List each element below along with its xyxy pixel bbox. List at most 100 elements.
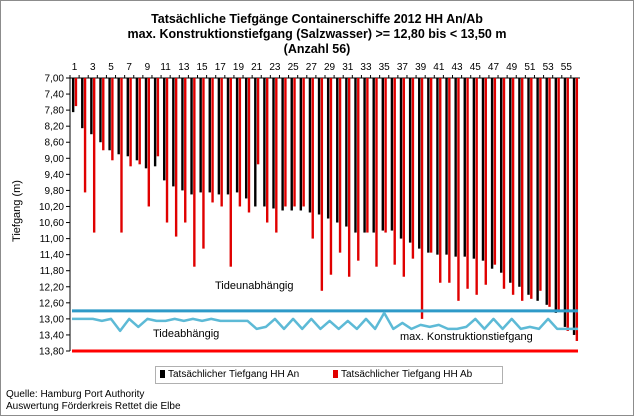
bar-ab [548,78,551,307]
x-tick-label: 41 [433,62,445,73]
bar-an [190,78,193,195]
bar-ab [311,78,314,239]
bar-ab [247,78,251,213]
bar-an [71,78,75,113]
bar-ab [293,78,296,207]
bar-an [117,78,120,155]
bar-an [226,78,230,195]
x-tick-label: 45 [470,62,482,73]
bar-ab [174,78,178,237]
legend-item-ab: Tatsächlicher Tiefgang HH Ab [333,369,472,380]
y-tick-label: 9,80 [45,186,65,197]
bar-ab [384,78,387,233]
x-tick-label: 27 [306,62,318,73]
bar-ab [521,78,524,301]
bar-ab [202,78,205,249]
y-tick-label: 10,20 [39,202,64,213]
x-tick-label: 43 [451,62,463,73]
bar-an [509,78,512,283]
bar-ab [275,78,278,233]
bar-ab [566,78,569,331]
bar-ab [338,78,342,253]
bar-ab [357,78,360,261]
x-tick-label: 53 [543,62,555,73]
bar-an [153,78,157,167]
y-tick-label: 11,00 [40,234,65,245]
bar-ab [375,78,378,267]
y-tick-label: 12,60 [39,298,64,309]
bar-ab [129,78,132,167]
y-tick-label: 7,00 [45,74,65,85]
bar-an [244,78,248,199]
bar-an [326,78,330,219]
bar-ab [138,78,141,165]
bar-ab [484,78,487,285]
bar-an [454,78,457,257]
bar-ab [156,78,160,157]
bar-an [90,78,93,135]
legend: Tatsächlicher Tiefgang HH An Tatsächlich… [155,366,503,384]
bar-an [217,78,221,195]
x-tick-label: 37 [397,62,409,73]
y-tick-label: 7,40 [45,90,65,101]
x-tick-label: 13 [178,62,190,73]
x-tick-label: 15 [196,62,208,73]
bar-ab [266,78,269,223]
bar-an [299,78,303,211]
chart-title: Tatsächliche Tiefgänge Containerschiffe … [151,12,483,26]
bar-an [354,78,357,233]
bar-an [254,78,257,207]
footer-analysis: Auswertung Förderkreis Rettet die Elbe [6,401,181,412]
bar-an [390,78,394,231]
bar-an [199,78,202,193]
bar-ab [74,78,78,107]
bar-ab [466,78,469,289]
bar-an [281,78,284,211]
y-tick-label: 7,80 [45,106,65,117]
bar-an [372,78,375,233]
bar-an [81,78,84,129]
legend-swatch-ab [333,370,338,378]
bar-an [99,78,102,143]
y-tick-label: 13,80 [39,347,64,358]
bar-ab [366,78,369,233]
bar-an [235,78,239,193]
bar-ab [493,78,497,265]
bar-an [490,78,494,269]
annotation-max-konstruktionstiefgang: max. Konstruktionstiefgang [400,331,533,343]
y-tick-label: 13,40 [39,330,64,341]
legend-swatch-an [160,370,165,378]
bar-an [272,78,275,209]
bar-an [163,78,166,181]
bar-an [408,78,412,243]
bar-ab [320,78,324,291]
x-tick-label: 11 [160,62,171,73]
bar-an [135,78,139,161]
bar-an [436,78,439,255]
x-tick-label: 31 [342,62,354,73]
bar-an [554,78,558,313]
bar-ab [439,78,442,283]
x-tick-label: 9 [145,62,151,73]
annotation-tideunabhaengig: Tideunabhängig [215,280,294,292]
y-tick-label: 8,20 [45,122,65,133]
y-tick-label: 9,40 [45,170,65,181]
x-tick-label: 7 [126,62,132,73]
bar-an [126,78,129,157]
bar-an [545,78,548,305]
legend-label-ab: Tatsächlicher Tiefgang HH Ab [341,369,473,380]
bar-an [481,78,485,261]
bar-ab [165,78,169,223]
footer-source: Quelle: Hamburg Port Authority [6,389,145,400]
y-tick-label: 9,00 [45,154,65,165]
bar-an [208,78,211,193]
bar-an [290,78,293,211]
legend-label-an: Tatsächlicher Tiefgang HH An [168,369,300,380]
x-tick-label: 51 [524,62,536,73]
bar-an [445,78,448,255]
y-tick-label: 11,40 [40,250,65,261]
x-tick-label: 39 [415,62,427,73]
bar-ab [284,78,287,207]
chart-subtitle-count: (Anzahl 56) [283,42,351,56]
